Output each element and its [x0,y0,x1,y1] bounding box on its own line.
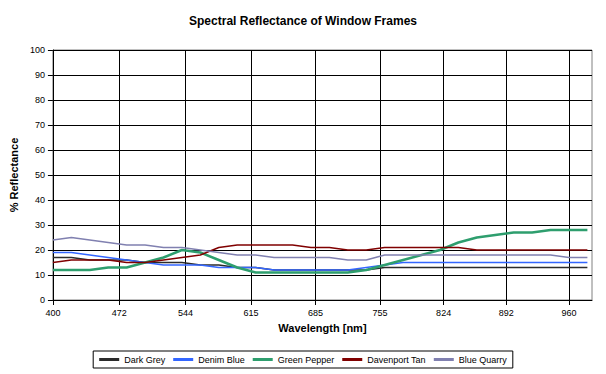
svg-text:90: 90 [35,70,45,80]
svg-text:80: 80 [35,95,45,105]
svg-text:30: 30 [35,220,45,230]
svg-text:40: 40 [35,195,45,205]
svg-text:685: 685 [308,308,323,318]
svg-text:Denim Blue: Denim Blue [198,355,245,365]
svg-text:20: 20 [35,245,45,255]
svg-text:50: 50 [35,170,45,180]
svg-text:100: 100 [30,45,45,55]
svg-text:% Reflectance: % Reflectance [8,138,20,213]
svg-text:Dark Grey: Dark Grey [124,355,166,365]
svg-text:60: 60 [35,145,45,155]
svg-text:824: 824 [436,308,451,318]
svg-text:Green Pepper: Green Pepper [278,355,335,365]
svg-text:892: 892 [499,308,514,318]
svg-text:960: 960 [561,308,576,318]
svg-text:615: 615 [244,308,259,318]
svg-text:755: 755 [373,308,388,318]
svg-text:10: 10 [35,270,45,280]
svg-text:400: 400 [45,308,60,318]
svg-text:Davenport Tan: Davenport Tan [367,355,425,365]
svg-text:472: 472 [112,308,127,318]
svg-text:Wavelength [nm]: Wavelength [nm] [278,322,367,334]
svg-text:70: 70 [35,120,45,130]
svg-text:Spectral Reflectance of Window: Spectral Reflectance of Window Frames [189,14,417,28]
svg-text:0: 0 [40,295,45,305]
svg-text:544: 544 [178,308,193,318]
svg-text:Blue Quarry: Blue Quarry [459,355,508,365]
